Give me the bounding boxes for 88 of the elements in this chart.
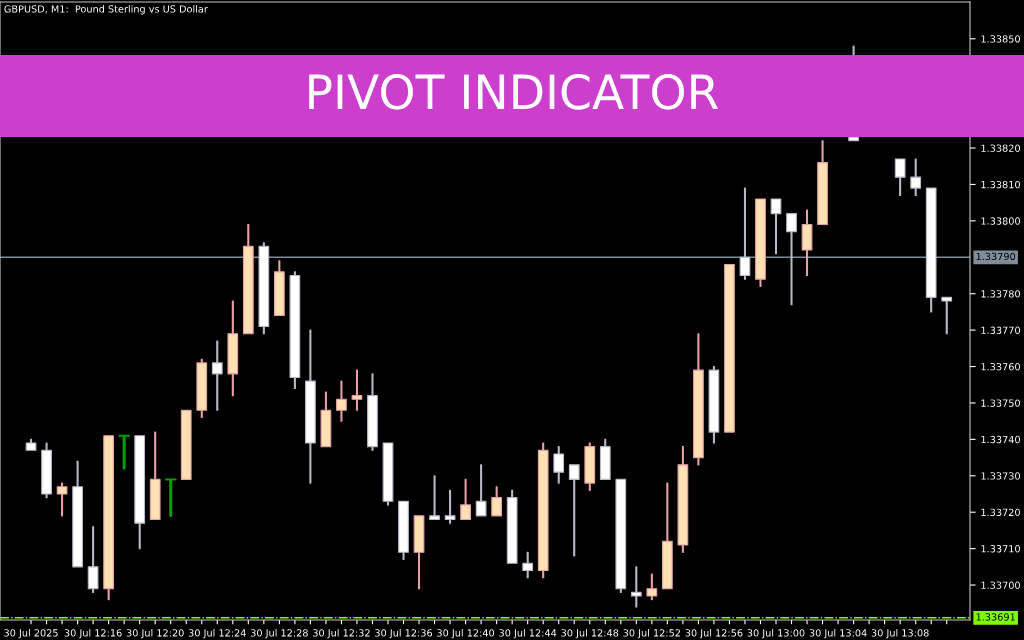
x-tick-label: 30 Jul 2025 [4,629,58,639]
x-tick-label: 30 Jul 13:04 [809,629,867,639]
candlestick [180,409,192,480]
candlestick [739,187,751,280]
candlestick [164,478,177,517]
candlestick [103,435,115,601]
x-tick-label: 30 Jul 12:44 [499,629,557,639]
candlestick [708,365,720,444]
candlestick [242,223,254,335]
candlestick [786,213,797,306]
y-tick-label: 1.33700 [981,581,1020,589]
candlestick [661,482,673,590]
candlestick [273,260,285,317]
candlestick [584,442,596,491]
x-tick-label: 30 Jul 12:16 [64,629,122,639]
candlestick [429,475,440,521]
x-tick-label: 30 Jul 12:28 [250,629,308,639]
candlestick [134,435,146,550]
candlestick [941,296,953,335]
candlestick [320,391,332,448]
candlestick [522,551,534,579]
y-tick-label: 1.33750 [981,399,1020,407]
candlestick [227,300,239,397]
candlestick [336,380,347,422]
x-tick-label: 30 Jul 12:52 [623,629,681,639]
candlestick [118,434,131,470]
y-tick-label: 1.33850 [981,35,1020,43]
candlestick [537,442,549,579]
candlestick [444,489,456,524]
candlestick [211,340,223,411]
candlestick [398,500,409,561]
y-tick-label: 1.33770 [981,326,1020,334]
chart-title: GBPUSD, M1: Pound Sterling vs US Dollar [4,5,208,15]
candlestick [491,486,503,517]
candlestick [413,515,425,590]
candlestick [56,482,68,517]
ref-line-label: 1.33691 [976,613,1015,621]
candlestick [553,446,565,484]
candlestick [630,566,642,608]
candlestick [87,526,99,593]
candlestick [41,442,52,499]
x-tick-label: 30 Jul 13:08 [871,629,929,639]
candlestick [894,158,906,196]
y-tick-label: 1.33800 [981,217,1020,225]
ref-line-label: 1.33790 [976,252,1016,261]
candlestick [475,464,487,517]
candlestick [196,358,208,419]
candlestick [925,187,937,313]
x-tick-label: 30 Jul 13:00 [747,629,805,639]
x-tick-label: 30 Jul 12:32 [313,629,370,639]
candlestick [910,158,922,196]
y-tick-label: 1.33780 [981,290,1020,298]
candlestick [599,438,611,480]
x-tick-label: 30 Jul 12:56 [685,629,743,639]
candlestick [367,373,378,451]
candlestick [72,460,83,568]
y-tick-label: 1.33730 [981,472,1020,480]
y-tick-label: 1.33740 [981,435,1020,444]
candlestick [677,446,689,553]
candlestick [801,209,813,277]
y-tick-label: 1.33810 [981,180,1020,189]
candlestick [289,271,301,389]
candlestick [258,242,270,335]
x-tick-label: 30 Jul 12:36 [375,629,433,639]
y-tick-label: 1.33720 [981,508,1020,517]
x-tick-label: 30 Jul 12:24 [188,629,246,639]
candlestick [724,264,735,433]
candlestick [305,329,316,484]
candlestick [755,198,766,287]
candlestick [568,464,580,557]
candlestick [460,478,471,521]
text: PIVOT INDICATOR [309,73,719,110]
candlestick [382,442,394,506]
x-tick-label: 30 Jul 12:20 [126,629,184,639]
candlestick [770,198,782,255]
y-tick-label: 1.33760 [981,363,1020,371]
candlestick [149,431,161,521]
candlestick [646,573,658,601]
candlestick [351,369,363,411]
candlestick [693,333,704,466]
y-tick-label: 1.33820 [981,144,1020,152]
candlestick [615,478,627,593]
x-tick-label: 30 Jul 12:40 [437,629,495,639]
y-tick-label: 1.33710 [981,545,1020,553]
candlestick [25,438,37,451]
candlestick [506,489,518,564]
candlestick [817,140,828,226]
x-tick-label: 30 Jul 12:48 [561,629,619,639]
